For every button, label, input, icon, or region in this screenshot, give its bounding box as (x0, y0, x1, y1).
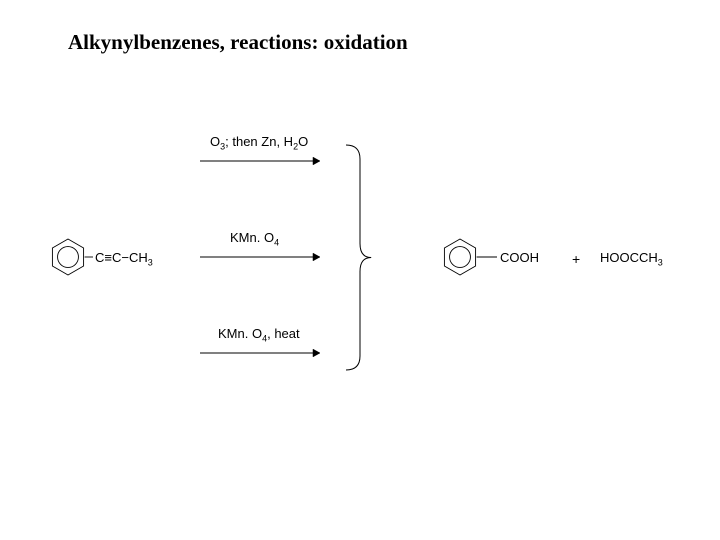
product-cooh: COOH (500, 250, 539, 265)
alkyne-fragment: C≡C−CH3 (95, 250, 153, 268)
reagent-2: KMn. O4 (230, 230, 279, 248)
reagent-1: O3; then Zn, H2O (210, 134, 308, 152)
reaction-diagram (0, 0, 720, 540)
product-hoocch3: HOOCCH3 (600, 250, 663, 268)
plus-sign: + (572, 251, 580, 267)
reagent-3: KMn. O4, heat (218, 326, 300, 344)
